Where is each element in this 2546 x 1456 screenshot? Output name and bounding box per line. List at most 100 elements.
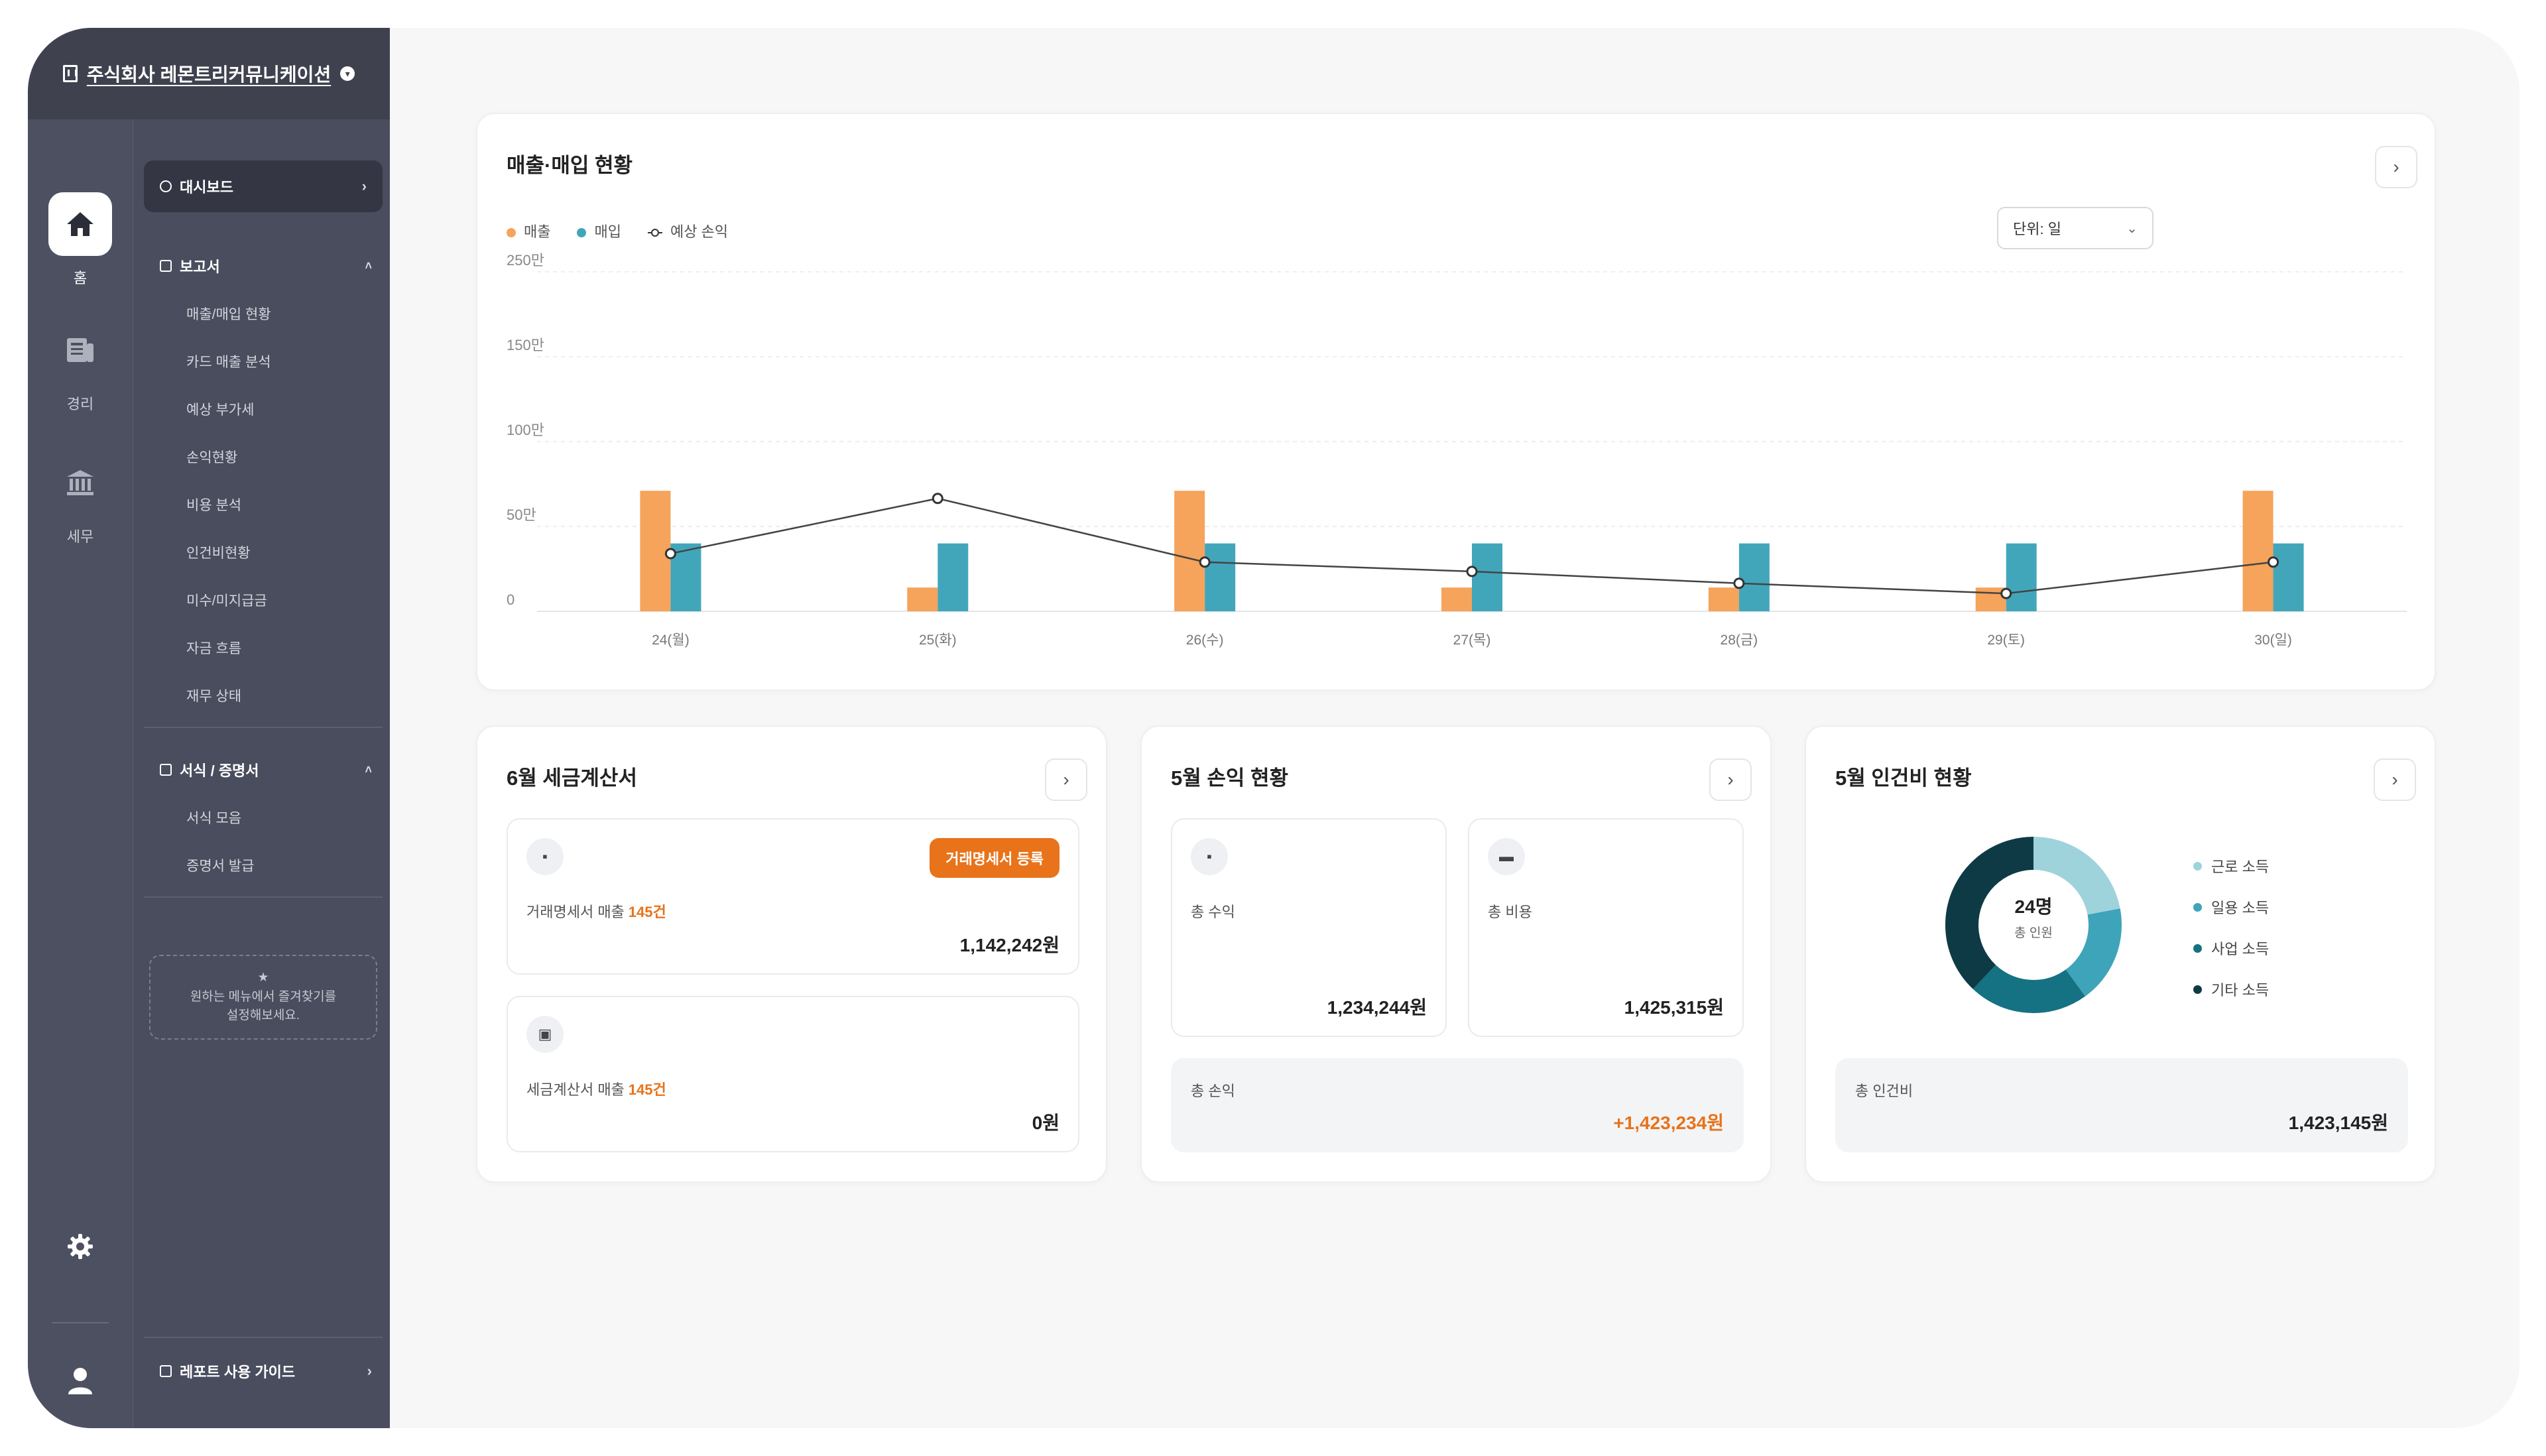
company-switcher[interactable]: 주식회사 레몬트리커뮤니케이션 ▾ — [28, 28, 390, 119]
donut-segment — [1945, 837, 2122, 1013]
profit-point — [2268, 556, 2279, 568]
tax-card-title: 6월 세금계산서 — [507, 766, 637, 790]
statement-amount: 1,142,242원 — [959, 935, 1060, 955]
cost-label: 총 비용 — [1488, 904, 1532, 920]
bar-purchase — [2006, 543, 2037, 611]
profit-point — [932, 493, 943, 505]
menu-divider — [144, 1337, 383, 1338]
invoice-box: ▣ 세금계산서 매출 145건 0원 — [507, 996, 1079, 1152]
y-tick-label: 0 — [507, 591, 515, 608]
rail-label-tax: 세무 — [66, 528, 94, 545]
x-tick-label: 30(일) — [2254, 633, 2292, 648]
favorites-hint-line2: 설정해보세요. — [226, 1008, 300, 1023]
labor-donut-chart — [1945, 837, 2122, 1013]
labor-total-label: 총 인건비 — [1855, 1083, 1913, 1099]
y-tick-label: 50만 — [507, 507, 536, 523]
bar-sales — [1441, 587, 1472, 611]
chevron-right-icon: › — [361, 178, 367, 194]
revenue-label: 총 수익 — [1191, 904, 1235, 920]
invoice-amount: 0원 — [1032, 1113, 1060, 1133]
menu-item-certificate[interactable]: 증명서 발급 — [186, 859, 255, 874]
y-tick-label: 100만 — [507, 422, 544, 438]
donut-segment — [1945, 837, 2122, 1013]
star-icon: ★ — [257, 970, 269, 985]
profit-amount: +1,423,234원 — [1613, 1113, 1724, 1133]
statement-count: 145건 — [628, 904, 666, 920]
donut-center-label: 총 인원 — [2014, 926, 2053, 940]
legend-item-daily: 일용 소득 — [2193, 896, 2269, 918]
report-guide-link[interactable]: 레포트 사용 가이드 › — [160, 1361, 372, 1382]
labor-card-more-button[interactable]: › — [2374, 758, 2416, 801]
tax-card-more-button[interactable]: › — [1045, 758, 1087, 801]
bar-purchase — [1205, 543, 1236, 611]
rail-item-ledger[interactable]: 경리 — [28, 318, 133, 414]
menu-item-receivables[interactable]: 미수/미지급금 — [186, 593, 267, 609]
side-menu: 대시보드 › 보고서 ˄ 매출/매입 현황 카드 매출 분석 예상 부가세 손익… — [133, 119, 390, 1428]
revenue-box: ▪ 총 수익 1,234,244원 — [1171, 818, 1447, 1037]
document-icon: ▪ — [526, 838, 564, 875]
tax-invoice-card: 6월 세금계산서 › ▪ 거래명세서 등록 거래명세서 매출 145건 1,142… — [476, 725, 1107, 1183]
unit-select[interactable]: 단위: 일 ⌄ — [1997, 207, 2153, 249]
company-name[interactable]: 주식회사 레몬트리커뮤니케이션 — [86, 64, 332, 85]
menu-label-dashboard: 대시보드 — [180, 179, 233, 196]
register-statement-button[interactable]: 거래명세서 등록 — [930, 838, 1060, 878]
profit-box: 총 손익 +1,423,234원 — [1171, 1058, 1744, 1152]
menu-item-labor-cost[interactable]: 인건비현황 — [186, 546, 251, 561]
donut-center-value: 24명 — [2014, 896, 2053, 917]
ledger-icon — [48, 318, 112, 382]
chart-legend: 매출 매입 예상 손익 — [507, 220, 728, 241]
menu-divider — [144, 896, 383, 898]
rail-divider — [52, 1322, 109, 1323]
menu-item-cost-analysis[interactable]: 비용 분석 — [186, 498, 242, 513]
dashboard-icon — [160, 180, 172, 192]
favorites-hint: ★ 원하는 메뉴에서 즐겨찾기를 설정해보세요. — [149, 955, 377, 1040]
menu-item-card-sales[interactable]: 카드 매출 분석 — [186, 355, 271, 370]
legend-item-wage: 근로 소득 — [2193, 855, 2269, 877]
chevron-down-icon[interactable]: ▾ — [340, 66, 355, 81]
menu-group-forms[interactable]: 서식 / 증명서 ˄ — [160, 759, 372, 780]
legend-item-business: 사업 소득 — [2193, 938, 2269, 959]
document-icon — [160, 764, 172, 776]
x-tick-label: 29(토) — [1987, 633, 2025, 648]
menu-item-financial-state[interactable]: 재무 상태 — [186, 689, 242, 704]
profile-button[interactable] — [28, 1349, 133, 1424]
bar-purchase — [2273, 543, 2304, 611]
sales-card-more-button[interactable]: › — [2375, 146, 2417, 188]
y-tick-label: 150만 — [507, 337, 544, 353]
home-icon — [48, 192, 112, 256]
menu-item-sales-purchase[interactable]: 매출/매입 현황 — [186, 307, 271, 322]
menu-group-reports-label: 보고서 — [180, 259, 220, 275]
profit-loss-card: 5월 손익 현황 › ▪ 총 수익 1,234,244원 ▬ 총 비용 1,42… — [1140, 725, 1772, 1183]
menu-item-profit-loss[interactable]: 손익현황 — [186, 450, 238, 465]
menu-item-form-collection[interactable]: 서식 모음 — [186, 811, 242, 826]
x-tick-label: 27(목) — [1453, 633, 1491, 648]
invoice-count: 145건 — [628, 1081, 666, 1098]
building-icon — [62, 65, 78, 82]
bank-icon: ▣ — [526, 1016, 564, 1053]
rail-item-home[interactable]: 홈 — [28, 192, 133, 288]
menu-group-forms-label: 서식 / 증명서 — [180, 762, 259, 779]
favorites-hint-line1: 원하는 메뉴에서 즐겨찾기를 — [190, 989, 337, 1004]
rail-item-tax[interactable]: 세무 — [28, 451, 133, 546]
pl-card-more-button[interactable]: › — [1709, 758, 1752, 801]
revenue-amount: 1,234,244원 — [1327, 997, 1427, 1018]
settings-button[interactable] — [28, 1215, 133, 1289]
chevron-down-icon: ⌄ — [2126, 221, 2138, 236]
bar-sales — [1708, 587, 1739, 611]
sales-card-title: 매출·매입 현황 — [507, 154, 633, 177]
gear-icon — [48, 1215, 112, 1278]
menu-item-expected-vat[interactable]: 예상 부가세 — [186, 402, 255, 418]
legend-sales: 매출 — [507, 220, 550, 241]
report-guide-label: 레포트 사용 가이드 — [180, 1364, 296, 1380]
sales-purchase-card: 매출·매입 현황 › 매출 매입 예상 손익 단위: 일 ⌄ 0 50만 100만 1… — [476, 113, 2436, 691]
menu-item-cash-flow[interactable]: 자금 흐름 — [186, 641, 242, 656]
menu-group-reports[interactable]: 보고서 ˄ — [160, 255, 372, 276]
bar-purchase — [938, 543, 969, 611]
donut-center: 24명 총 인원 — [1945, 892, 2122, 941]
bar-sales — [640, 491, 671, 611]
labor-card-title: 5월 인건비 현황 — [1835, 766, 1972, 790]
wallet-icon: ▪ — [1191, 838, 1228, 875]
y-tick-label: 250만 — [507, 252, 544, 269]
menu-item-dashboard[interactable]: 대시보드 › — [144, 160, 383, 212]
x-tick-label: 24(월) — [652, 633, 690, 648]
